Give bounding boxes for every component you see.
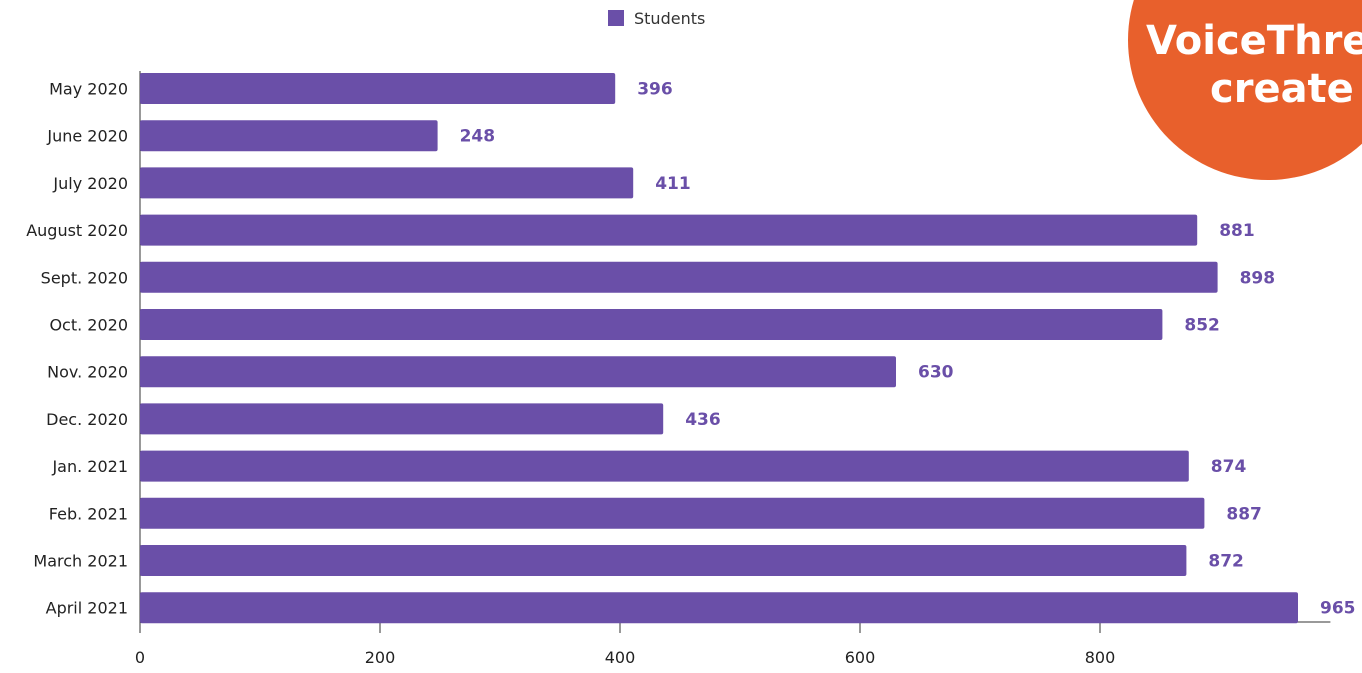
data-label: 887 <box>1226 504 1262 524</box>
bar <box>140 450 1189 482</box>
x-tick-label: 0 <box>135 648 145 667</box>
logo-text-line1: VoiceThre <box>1146 18 1362 64</box>
x-tick-label: 600 <box>845 648 876 667</box>
x-tick-label: 800 <box>1085 648 1116 667</box>
category-label: July 2020 <box>52 174 128 193</box>
data-label: 965 <box>1320 599 1356 619</box>
bar <box>140 545 1187 576</box>
category-label: April 2021 <box>46 599 128 618</box>
data-label: 881 <box>1219 221 1255 241</box>
data-label: 396 <box>637 80 673 100</box>
x-tick-label: 200 <box>365 648 396 667</box>
category-label: May 2020 <box>49 80 128 99</box>
legend-swatch <box>608 10 624 26</box>
data-label: 411 <box>655 174 691 194</box>
bar <box>140 167 634 199</box>
bar <box>140 261 1218 293</box>
category-label: Sept. 2020 <box>41 268 128 287</box>
bar <box>140 356 896 388</box>
bar <box>140 592 1298 624</box>
bar <box>140 214 1198 246</box>
category-label: March 2021 <box>33 552 128 571</box>
data-label: 630 <box>918 363 954 383</box>
logo-text-line2: create <box>1210 66 1354 112</box>
data-label: 248 <box>460 127 496 147</box>
category-label: Dec. 2020 <box>46 410 128 429</box>
category-label: Oct. 2020 <box>49 316 128 335</box>
bar <box>140 120 438 152</box>
category-label: August 2020 <box>26 221 128 240</box>
x-tick-label: 400 <box>605 648 636 667</box>
category-label: June 2020 <box>46 127 128 146</box>
legend: Students <box>608 8 705 28</box>
data-label: 436 <box>685 410 721 430</box>
data-label: 852 <box>1184 316 1220 336</box>
legend-label: Students <box>634 8 706 28</box>
data-label: 874 <box>1211 457 1247 477</box>
category-label: Nov. 2020 <box>47 363 128 382</box>
category-label: Feb. 2021 <box>49 504 128 523</box>
bar <box>140 497 1205 529</box>
data-label: 872 <box>1208 552 1244 572</box>
bar <box>140 403 664 435</box>
bar <box>140 309 1163 340</box>
category-label: Jan. 2021 <box>51 457 128 476</box>
data-label: 898 <box>1240 268 1276 288</box>
bar <box>140 73 616 104</box>
